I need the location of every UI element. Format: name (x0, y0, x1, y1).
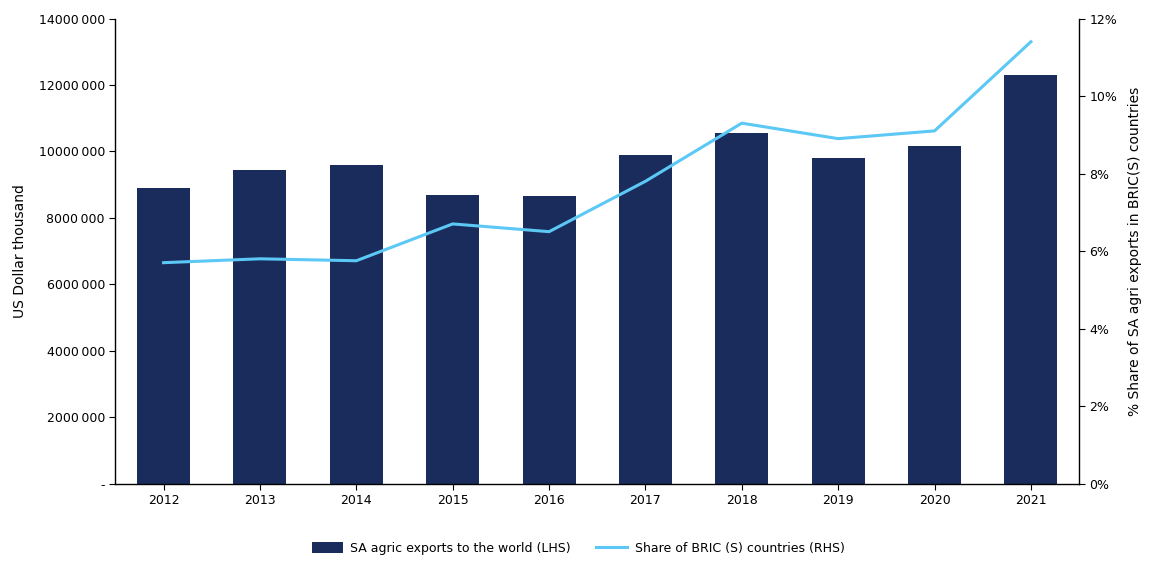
Share of BRIC (S) countries (RHS) (831, 135, 845, 142)
Y-axis label: % Share of SA agri exports in BRIC(S) countries: % Share of SA agri exports in BRIC(S) co… (1128, 86, 1142, 416)
Share of BRIC (S) countries (RHS) (638, 178, 652, 185)
Bar (234, 170, 287, 483)
Share of BRIC (S) countries (RHS) (542, 228, 556, 235)
Bar (523, 196, 576, 483)
Bar (329, 165, 383, 483)
Share of BRIC (S) countries (RHS) (253, 255, 267, 262)
Bar (812, 158, 865, 483)
Share of BRIC (S) countries (RHS) (157, 259, 171, 266)
Share of BRIC (S) countries (RHS) (349, 257, 363, 264)
Bar (427, 194, 480, 483)
Legend: SA agric exports to the world (LHS), Share of BRIC (S) countries (RHS): SA agric exports to the world (LHS), Sha… (306, 537, 850, 560)
Bar (138, 188, 190, 483)
Line: Share of BRIC (S) countries (RHS): Share of BRIC (S) countries (RHS) (164, 42, 1031, 263)
Bar (909, 146, 961, 483)
Share of BRIC (S) countries (RHS) (446, 220, 460, 227)
Bar (716, 133, 769, 483)
Y-axis label: US Dollar thousand: US Dollar thousand (14, 184, 28, 318)
Share of BRIC (S) countries (RHS) (1024, 38, 1038, 45)
Bar (1005, 75, 1058, 483)
Share of BRIC (S) countries (RHS) (735, 120, 749, 126)
Bar (618, 154, 672, 483)
Share of BRIC (S) countries (RHS) (927, 128, 941, 134)
